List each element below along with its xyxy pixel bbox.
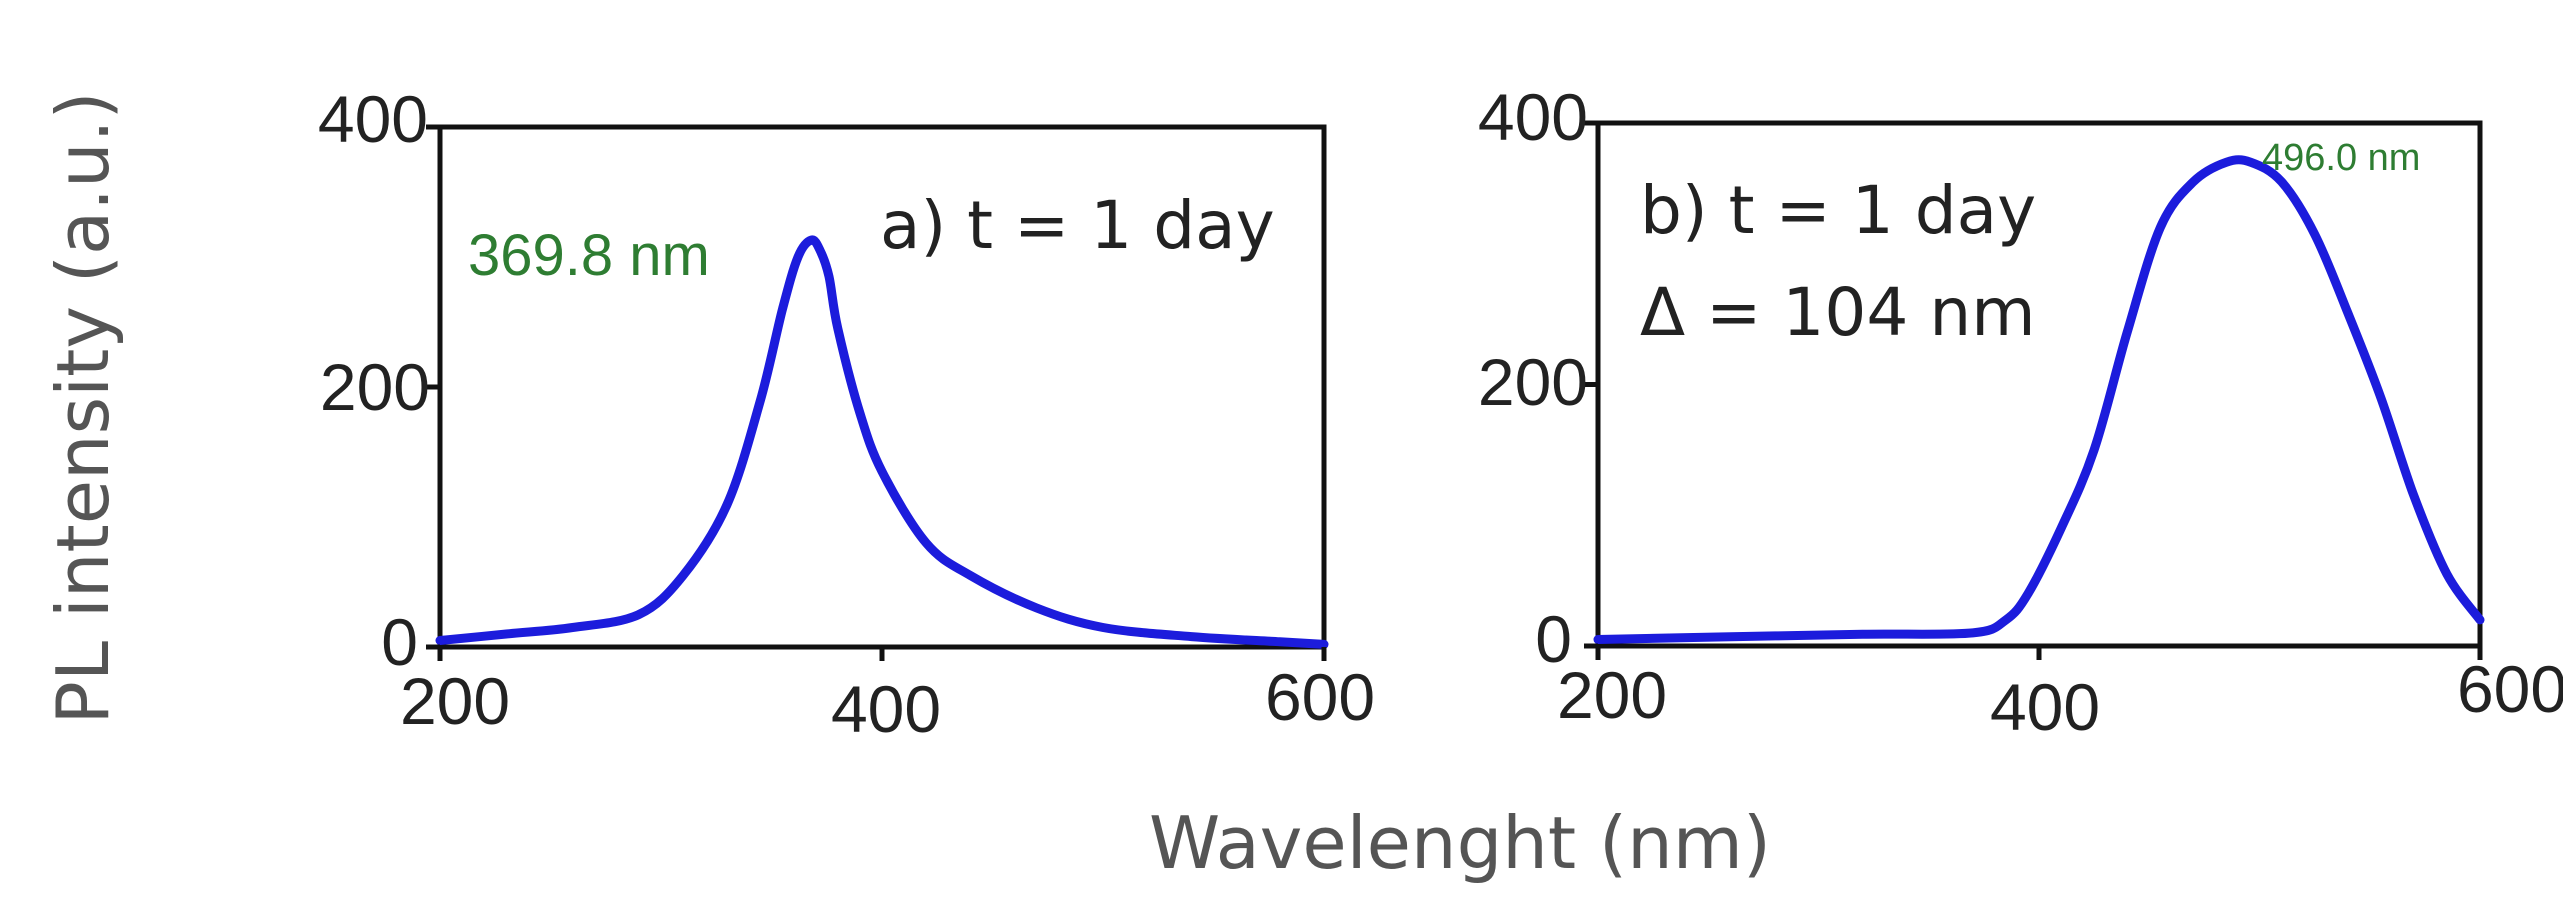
panel-a-label: a) t = 1 day [880,187,1275,264]
panel-a-y-tick-label-0: 0 [381,605,418,679]
panel-b-y-tick-label-0: 0 [1535,602,1572,676]
panel-a-curve [435,235,1329,649]
panel-b-peak-label: 496.0 nm [2262,137,2420,179]
panel-b-curve [1593,155,2485,644]
panel-a-chart: 0 200 400 200 400 600 a) t = 1 day 369.8… [318,82,1375,746]
panel-a-x-tick-label-400: 400 [831,672,941,746]
panel-b-y-tick-label-400: 400 [1478,80,1588,154]
panel-a-peak-label: 369.8 nm [468,223,710,288]
x-axis-title: Wavelenght (nm) [1149,801,1771,885]
panel-a-y-tick-label-400: 400 [318,82,428,156]
panel-b-x-tick-label-200: 200 [1557,658,1667,732]
panel-a-x-tick-label-200: 200 [400,664,510,738]
panel-b-y-tick-label-200: 200 [1478,345,1588,419]
panel-b-chart: 0 200 400 200 400 600 b) t = 1 day Δ = 1… [1478,80,2563,744]
panel-b-x-tick-label-600: 600 [2457,652,2563,726]
panel-b-x-tick-label-400: 400 [1990,670,2100,744]
panel-b-delta-label: Δ = 104 nm [1640,274,2035,351]
panel-a-x-tick-label-600: 600 [1265,660,1375,734]
y-axis-title: PL intensity (a.u.) [41,91,125,724]
panel-a-y-tick-label-200: 200 [320,350,430,424]
panel-b-label: b) t = 1 day [1640,172,2036,249]
